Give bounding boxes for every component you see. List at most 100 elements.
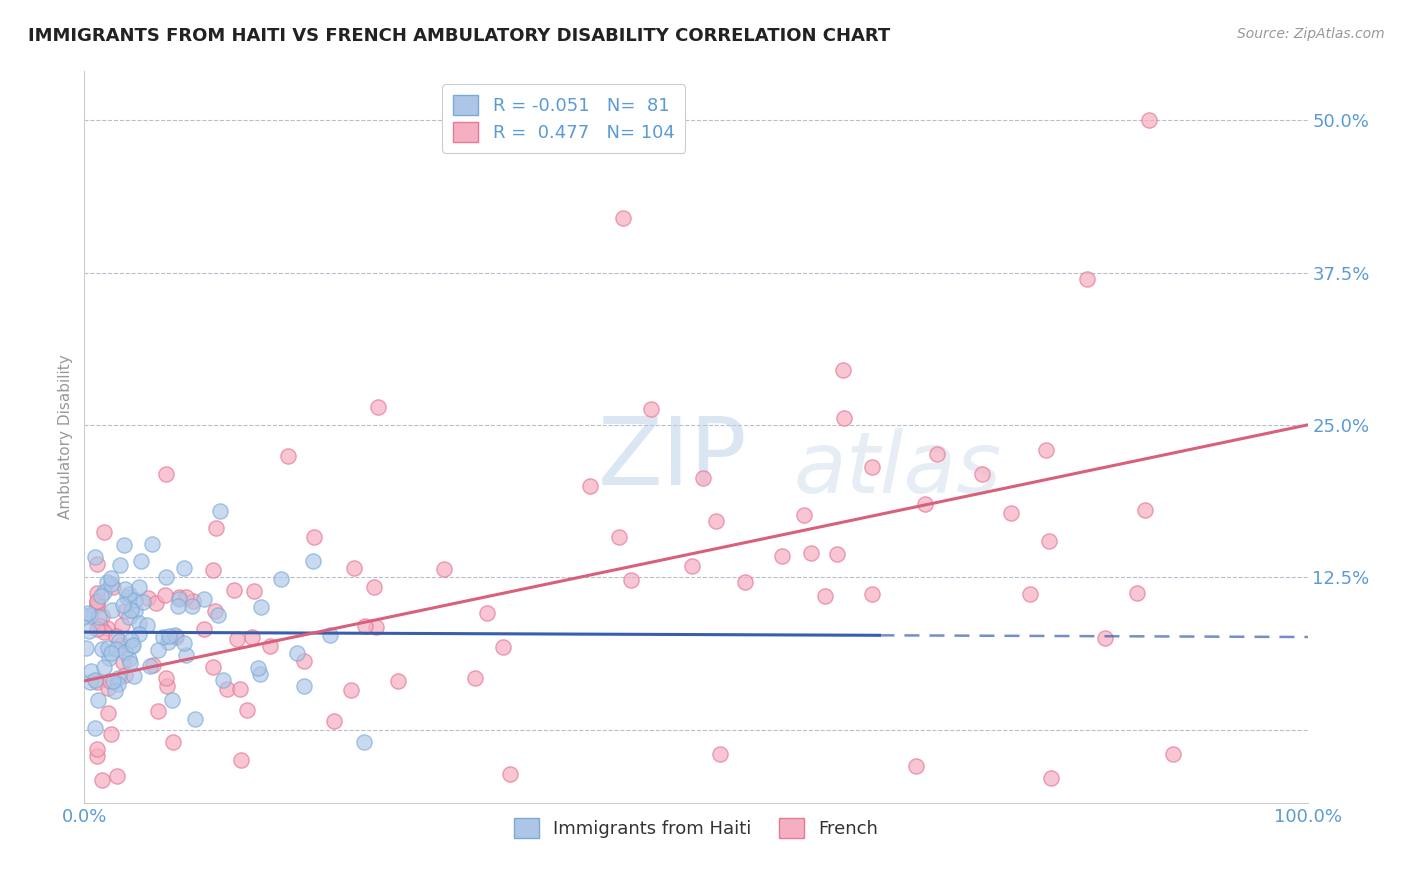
Point [107, 671, 129, 685]
Point [800, 546, 823, 560]
Point [87, 609, 110, 624]
Point [105, 769, 128, 783]
Point [86, 599, 108, 613]
Point [101, 603, 124, 617]
Point [226, 632, 249, 646]
Point [91, 642, 114, 657]
Point [79, 675, 101, 690]
Point [322, 714, 344, 728]
Point [146, 704, 169, 718]
Point [165, 628, 187, 642]
Point [101, 580, 124, 594]
Point [704, 514, 727, 528]
Point [201, 660, 224, 674]
Point [75, 640, 97, 655]
Point [181, 594, 204, 608]
Point [302, 531, 325, 545]
Point [100, 646, 122, 660]
Point [814, 589, 837, 603]
Point [243, 584, 266, 599]
Point [222, 582, 245, 597]
Point [277, 449, 299, 463]
Point [124, 593, 146, 607]
Point [173, 561, 195, 575]
Point [692, 471, 714, 485]
Point [86, 674, 108, 689]
Point [156, 635, 179, 649]
Point [270, 572, 292, 586]
Point [208, 503, 231, 517]
Point [86, 748, 108, 763]
Point [80, 665, 103, 679]
Point [166, 599, 188, 613]
Point [1018, 587, 1040, 601]
Point [96, 621, 118, 635]
Point [709, 747, 731, 761]
Point [734, 574, 756, 589]
Point [112, 599, 135, 613]
Point [620, 574, 643, 588]
Point [247, 661, 270, 675]
Point [294, 679, 316, 693]
Point [579, 479, 602, 493]
Point [138, 591, 160, 605]
Point [167, 592, 190, 607]
Point [141, 537, 163, 551]
Point [121, 639, 143, 653]
Point [301, 554, 323, 568]
Point [860, 587, 883, 601]
Point [153, 588, 176, 602]
Point [498, 767, 520, 781]
Point [211, 673, 233, 687]
Point [148, 643, 170, 657]
Point [112, 538, 135, 552]
Point [607, 530, 630, 544]
Point [204, 521, 226, 535]
Point [681, 558, 703, 573]
Point [122, 669, 145, 683]
Point [114, 667, 136, 681]
Point [118, 657, 141, 671]
Point [128, 627, 150, 641]
Point [825, 547, 848, 561]
Point [128, 580, 150, 594]
Point [110, 638, 132, 652]
Point [201, 563, 224, 577]
Point [1038, 533, 1060, 548]
Point [152, 631, 174, 645]
Point [101, 674, 124, 689]
Text: atlas: atlas [794, 428, 1002, 511]
Y-axis label: Ambulatory Disability: Ambulatory Disability [58, 355, 73, 519]
Point [1000, 506, 1022, 520]
Point [193, 622, 215, 636]
Point [93, 585, 115, 599]
Point [167, 590, 190, 604]
Point [89, 619, 111, 633]
Point [155, 467, 177, 482]
Point [193, 592, 215, 607]
Point [180, 599, 202, 613]
Point [155, 570, 177, 584]
Point [86, 585, 108, 599]
Point [1126, 586, 1149, 600]
Point [491, 640, 513, 654]
Point [83, 721, 105, 735]
Point [433, 562, 456, 576]
Point [77, 607, 100, 621]
Point [353, 734, 375, 748]
Point [294, 654, 316, 668]
Point [157, 629, 180, 643]
Text: Source: ZipAtlas.com: Source: ZipAtlas.com [1237, 27, 1385, 41]
Point [860, 459, 883, 474]
Point [124, 604, 146, 618]
Point [207, 607, 229, 622]
Point [79, 624, 101, 638]
Point [117, 610, 139, 624]
Point [73, 608, 96, 623]
Point [236, 703, 259, 717]
Point [91, 773, 114, 788]
Point [86, 622, 108, 636]
Point [97, 681, 120, 695]
Point [363, 581, 385, 595]
Point [115, 591, 138, 605]
